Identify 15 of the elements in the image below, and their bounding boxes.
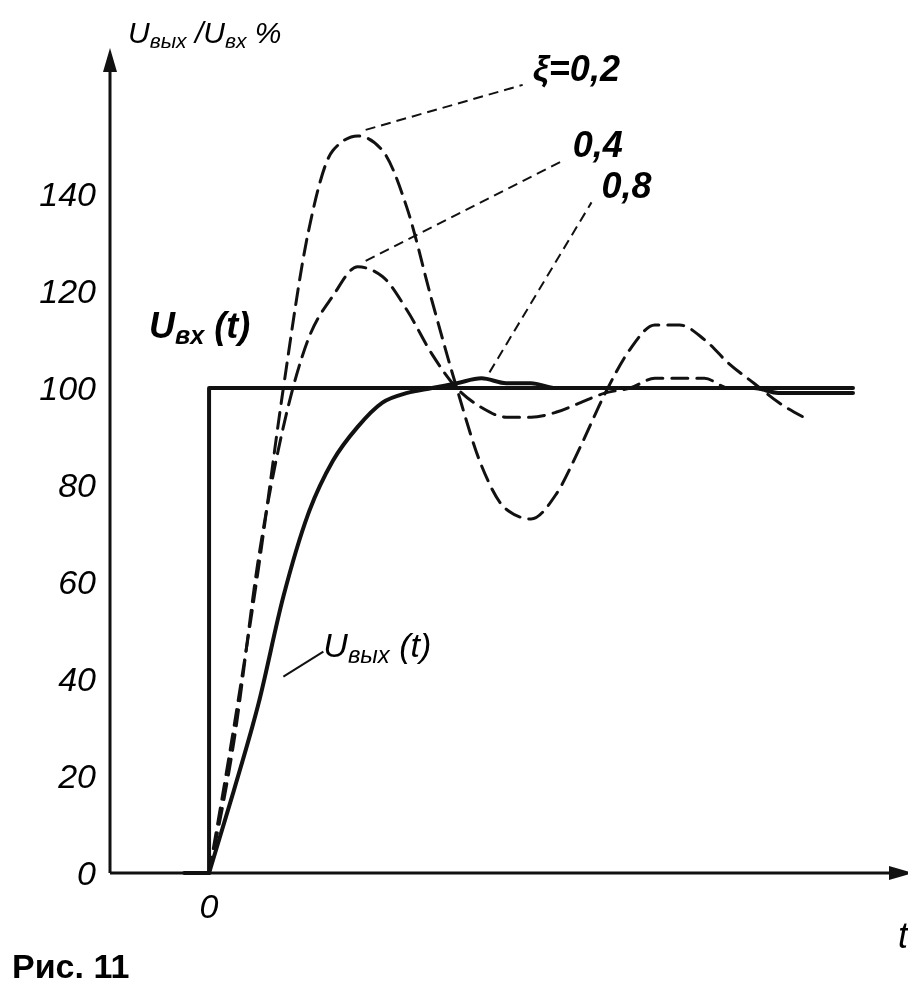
y-tick-label: 20 bbox=[57, 756, 97, 795]
y-tick-label: 0 bbox=[77, 853, 97, 892]
y-tick-label: 80 bbox=[58, 465, 97, 504]
y-tick-label: 140 bbox=[39, 174, 97, 213]
y-tick-label: 60 bbox=[58, 562, 97, 601]
y-tick-label: 120 bbox=[39, 271, 97, 310]
y-axis-title: U$_{вых}$/U$_{вх}$ % bbox=[128, 16, 282, 53]
y-tick-label: 40 bbox=[58, 659, 97, 698]
text: ξ=0,2 bbox=[532, 47, 620, 89]
y-tick-label: 100 bbox=[39, 368, 97, 407]
text: 0,8 bbox=[601, 165, 652, 207]
text: 0,4 bbox=[572, 123, 623, 165]
series-label: U$_{вх}$(t) bbox=[149, 305, 251, 350]
annotation: U$_{вых}$(t) bbox=[323, 625, 432, 668]
text: Рис. 11 bbox=[12, 947, 130, 985]
